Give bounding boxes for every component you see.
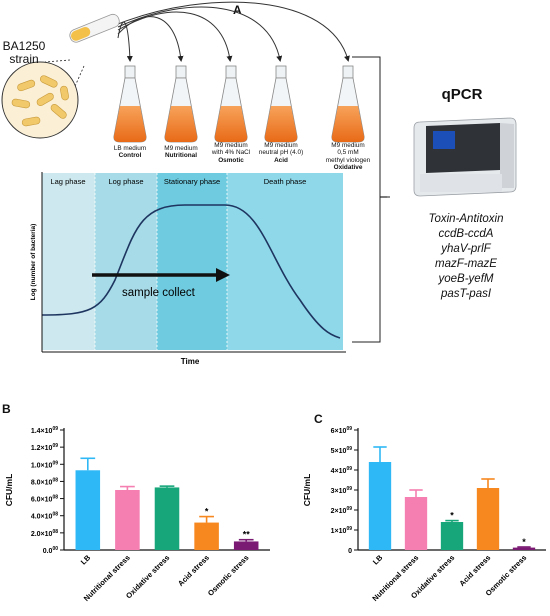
flask-label-line: LB medium xyxy=(113,145,147,152)
flask-label-nutritional: M9 medium Nutritional xyxy=(148,145,214,160)
bar xyxy=(404,497,428,550)
flask-label-line: M9 medium xyxy=(331,142,365,149)
flask-label-oxidative: M9 medium 0,5 mM methyl viologen Oxidati… xyxy=(315,142,381,172)
phase-band-stationary xyxy=(157,173,227,350)
y-tick-label: 6.0×1008 xyxy=(31,495,58,504)
phase-band-death xyxy=(227,173,343,350)
flask-label-line: M9 medium xyxy=(214,142,248,149)
category-label: Acid stress xyxy=(176,553,211,588)
bacteria-dish-icon xyxy=(1,61,79,139)
y-tick-label: 1.0×1009 xyxy=(31,460,58,469)
phase-band-lag xyxy=(42,173,95,350)
significance-mark: ** xyxy=(243,530,251,540)
strain-label-line2: strain xyxy=(9,52,39,66)
y-tick-label: 2×1009 xyxy=(331,506,353,515)
y-tick-label: 3×1009 xyxy=(331,486,353,495)
y-tick-label: 1×1009 xyxy=(331,526,353,535)
y-axis-label: CFU/mL xyxy=(302,474,312,507)
significance-mark: * xyxy=(450,511,454,521)
y-tick-label: 1.4×1009 xyxy=(31,426,58,435)
bar xyxy=(194,522,219,550)
y-tick-label: 6×1009 xyxy=(331,426,353,435)
panel-c-letter: C xyxy=(314,412,323,426)
bracket-icon xyxy=(352,56,390,343)
toxin-antitoxin-heading: Toxin-Antitoxin xyxy=(428,213,504,225)
flask-label-condition: Acid xyxy=(274,156,288,164)
chart-c: 0 1×1009 2×1009 3×1009 4×1009 5×1009 6×1009 CFU… xyxy=(302,426,546,603)
strain-label-line1: BA1250 xyxy=(2,39,46,53)
flask-label-line: with 4% NaCl xyxy=(211,149,251,157)
y-tick-label: 1.2×1009 xyxy=(31,443,58,452)
bar xyxy=(368,462,392,550)
flask-label-condition: Control xyxy=(118,152,142,160)
flask-label-condition: Osmotic xyxy=(218,156,244,164)
y-tick-label: 5×1009 xyxy=(331,446,353,455)
significance-mark: * xyxy=(205,507,209,517)
chart-b: 0.000 2.0×1008 4.0×1008 6.0×1008 8.0×1008 1.0… xyxy=(4,426,270,603)
flask-icons xyxy=(113,65,365,143)
bar xyxy=(440,522,464,550)
y-tick-label: 0 xyxy=(348,548,352,555)
bar xyxy=(512,547,536,550)
phase-band-log xyxy=(95,173,157,350)
y-tick-label: 8.0×1008 xyxy=(31,477,58,486)
panel-a-letter: A xyxy=(233,3,242,17)
culture-tube-icon xyxy=(69,13,120,43)
flask-label-control: LB medium Control xyxy=(97,145,163,160)
panel-a-illustration xyxy=(1,1,517,343)
ta-pair: mazF-mazE xyxy=(435,258,497,270)
strain-label: BA1250 strain xyxy=(2,40,46,66)
category-label: LB xyxy=(371,553,385,567)
panel-b-letter: B xyxy=(2,402,11,416)
y-tick-label: 0.000 xyxy=(43,546,59,555)
category-label: Osmotic stress xyxy=(206,553,251,598)
qpcr-machine-icon xyxy=(413,117,517,197)
sample-arrow-head xyxy=(216,268,230,282)
y-tick-label: 4.0×1008 xyxy=(31,512,58,521)
bar xyxy=(233,541,259,550)
category-label: Acid stress xyxy=(457,553,492,588)
ta-pair: pasT-pasI xyxy=(440,288,492,300)
phase-label-stationary: Stationary phase xyxy=(164,177,220,186)
bar xyxy=(75,470,101,550)
flask-label-condition: Oxidative xyxy=(333,164,363,172)
y-axis-label: CFU/mL xyxy=(4,474,14,507)
phase-label-log: Log phase xyxy=(108,177,143,186)
ta-pair: yoeB-yefM xyxy=(438,273,494,285)
y-tick-label: 2.0×1008 xyxy=(31,529,58,538)
transfer-arrows xyxy=(117,1,350,62)
significance-mark: * xyxy=(522,537,526,547)
phase-label-death: Death phase xyxy=(264,177,307,186)
bar xyxy=(154,487,180,550)
bar xyxy=(115,490,140,550)
flask-label-line: M9 medium xyxy=(164,145,198,152)
y-tick-label: 4×1009 xyxy=(331,466,353,475)
qpcr-title: qPCR xyxy=(441,86,483,103)
flask-label-line: 0,5 mM xyxy=(337,149,359,157)
ta-pair: yhaV-prlF xyxy=(441,243,491,255)
flask-label-line: methyl viologen xyxy=(325,156,371,164)
flask-label-acid: M9 medium neutral pH (4.0) Acid xyxy=(248,142,314,164)
bar xyxy=(476,488,500,550)
phase-label-lag: Lag phase xyxy=(50,177,85,186)
flask-label-osmotic: M9 medium with 4% NaCl Osmotic xyxy=(198,142,264,164)
category-label: LB xyxy=(79,553,93,567)
y-axis-label: Log (number of bacteria) xyxy=(30,224,37,301)
toxin-antitoxin-list: Toxin-Antitoxin ccdB-ccdA yhaV-prlF mazF… xyxy=(406,212,526,302)
flask-label-condition: Nutritional xyxy=(165,152,197,160)
sample-collect-label: sample collect xyxy=(122,287,196,299)
flask-label-line: neutral pH (4.0) xyxy=(258,149,304,157)
x-axis-label: Time xyxy=(181,357,200,366)
ta-pair: ccdB-ccdA xyxy=(438,228,494,240)
growth-curve-diagram: Lag phase Log phase Stationary phase Dea… xyxy=(30,172,346,366)
category-label: Oxidative stress xyxy=(124,553,171,600)
flask-label-line: M9 medium xyxy=(264,142,298,149)
growth-curve-line xyxy=(41,204,341,339)
